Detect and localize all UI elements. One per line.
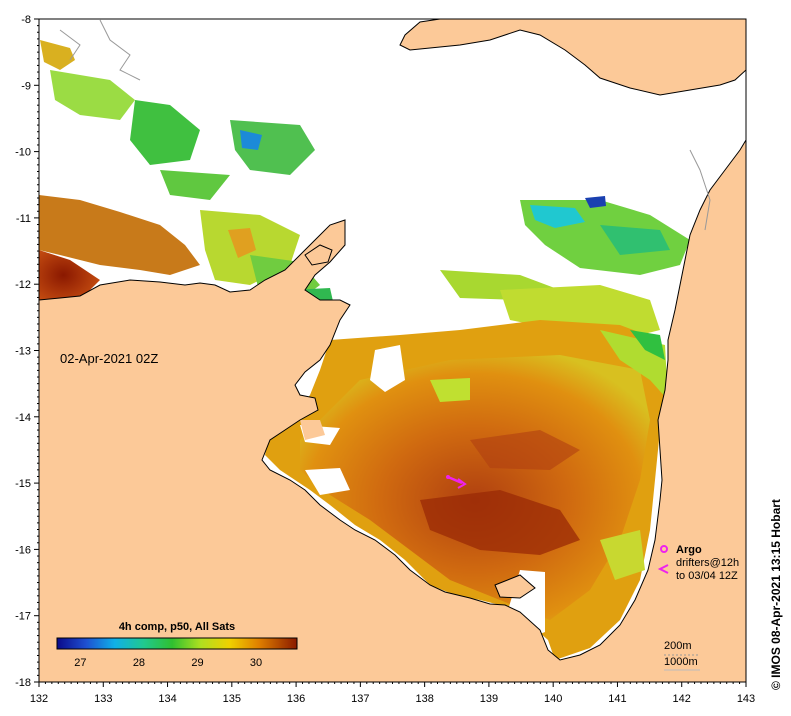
colorbar-tick-label: 29 — [191, 657, 203, 669]
lat-tick-label: -11 — [16, 213, 31, 225]
argo-marker-icon — [660, 545, 668, 553]
lat-tick-label: -16 — [15, 544, 31, 556]
lat-tick-label: -10 — [15, 147, 31, 159]
argo-drifter-track — [446, 475, 467, 489]
contour-1000m: 1000m — [664, 656, 698, 668]
colorbar-tick-label: 28 — [133, 657, 145, 669]
lon-tick-label: 140 — [544, 693, 562, 705]
coastline — [39, 19, 746, 661]
lon-tick-label: 137 — [351, 693, 369, 705]
argo-label: Argo — [676, 544, 702, 556]
imos-credit: © IMOS 08-Apr-2021 13:15 Hobart — [769, 499, 783, 690]
contour-legend: 200m 1000m — [664, 640, 700, 671]
lon-tick-label: 136 — [287, 693, 305, 705]
lat-tick-label: -13 — [15, 346, 31, 358]
lon-tick-label: 143 — [737, 693, 755, 705]
colorbar-title: 4h comp, p50, All Sats — [119, 621, 235, 633]
lon-tick-label: 138 — [415, 693, 433, 705]
lon-tick-label: 141 — [608, 693, 626, 705]
lat-tick-label: -15 — [15, 478, 31, 490]
drifter-arrow-icon — [657, 564, 669, 574]
longitude-axis: 132 133 134 135 136 137 138 139 140 141 142 143 — [30, 682, 755, 705]
argo-legend: Argo drifters@12h to 03/04 12Z — [657, 544, 739, 582]
colorbar-gradient — [56, 637, 298, 650]
colorbar: 4h comp, p50, All Sats 27 28 29 30 — [56, 621, 298, 669]
lat-tick-label: -8 — [21, 14, 31, 26]
lat-tick-label: -14 — [15, 412, 31, 424]
lon-tick-label: 135 — [223, 693, 241, 705]
lon-tick-label: 134 — [158, 693, 176, 705]
lon-tick-label: 139 — [480, 693, 498, 705]
colorbar-ticks: 27 28 29 30 — [74, 657, 262, 669]
land — [39, 19, 746, 682]
lon-tick-label: 132 — [30, 693, 48, 705]
drifters-line2: to 03/04 12Z — [676, 570, 738, 582]
sst-field — [39, 40, 690, 660]
lon-tick-label: 142 — [673, 693, 691, 705]
latitude-axis: -8 -9 -10 -11 -12 -13 -14 -15 -16 -17 -18 — [15, 14, 39, 689]
colorbar-tick-label: 30 — [250, 657, 262, 669]
bathymetry-contour — [59, 19, 711, 231]
lat-tick-label: -12 — [15, 279, 31, 291]
lat-tick-label: -18 — [15, 677, 31, 689]
lat-tick-label: -9 — [21, 80, 31, 92]
contour-200m: 200m — [664, 640, 692, 652]
drifters-line1: drifters@12h — [676, 557, 739, 569]
date-label: 02-Apr-2021 02Z — [60, 351, 158, 366]
lat-tick-label: -17 — [15, 611, 31, 623]
colorbar-tick-label: 27 — [74, 657, 86, 669]
lon-tick-label: 133 — [94, 693, 112, 705]
